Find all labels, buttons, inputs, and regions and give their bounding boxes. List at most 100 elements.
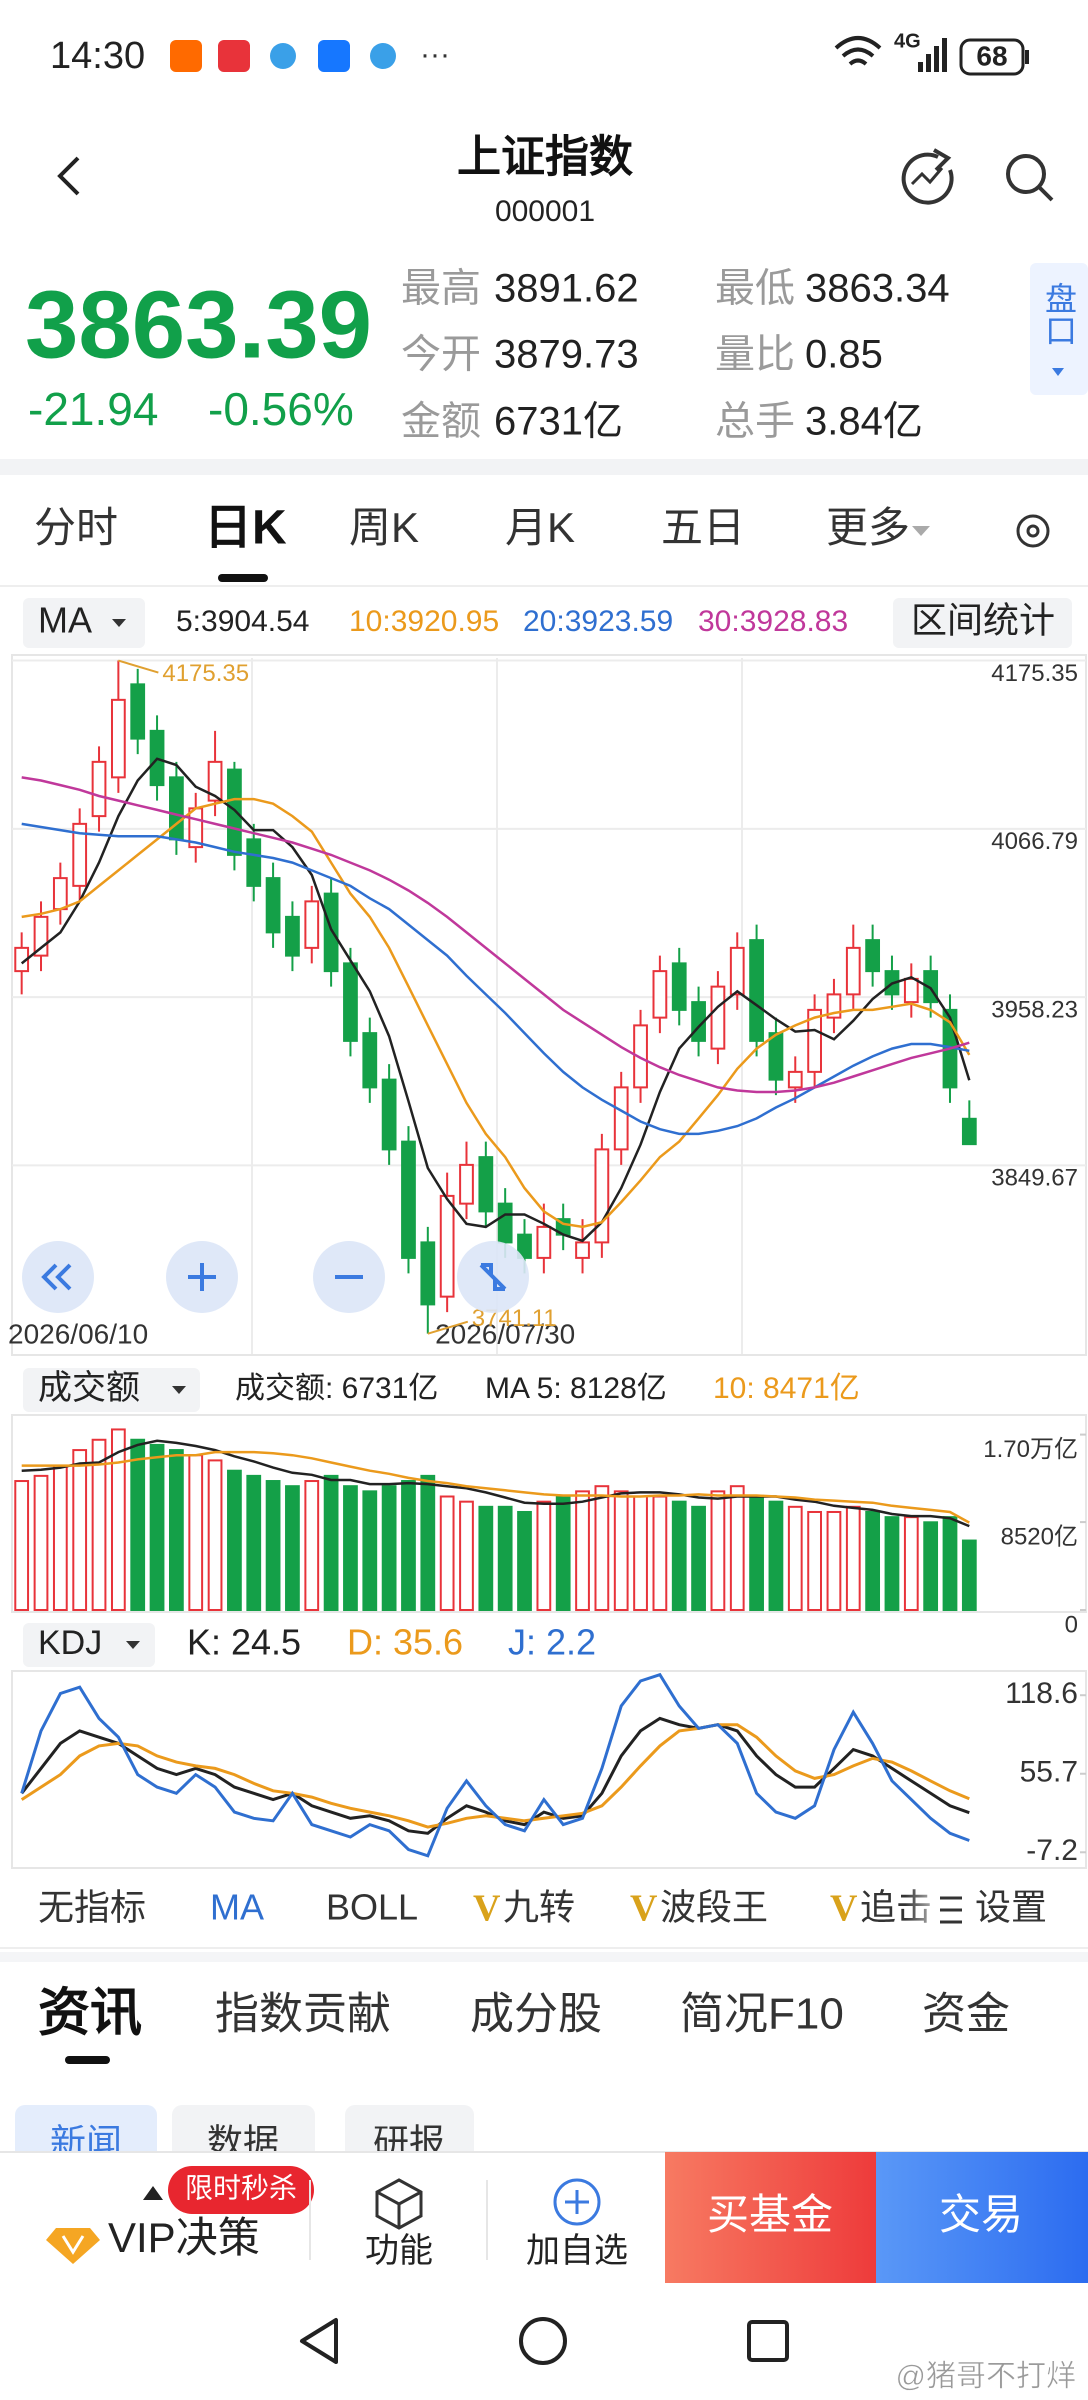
volume-bar: [14, 1480, 30, 1611]
add-watchlist-button[interactable]: 加自选: [526, 2232, 628, 2270]
dropdown-arrow: [172, 1386, 186, 1394]
period-tab[interactable]: 分时: [34, 504, 118, 551]
nav-back[interactable]: [300, 2318, 338, 2364]
separator: [0, 1952, 1088, 1962]
volume-bar: [169, 1449, 184, 1611]
y-tick-label: 8520亿: [1001, 1523, 1078, 1550]
settings-button[interactable]: 设置: [975, 1887, 1047, 1928]
candle-body: [729, 946, 745, 996]
candle-body: [381, 1078, 397, 1151]
settings-gear[interactable]: [1016, 514, 1050, 548]
watermark: @猪哥不打烊: [896, 2360, 1076, 2393]
candle-body: [807, 1008, 822, 1073]
y-tick-label: 118.6: [1005, 1677, 1078, 1710]
status-time: 14:30: [50, 35, 145, 77]
volume-frame: [11, 1414, 1087, 1613]
period-tab[interactable]: 周K: [349, 504, 419, 551]
zoom-icon: [479, 1263, 507, 1291]
section-tab[interactable]: 资讯: [38, 1985, 142, 2043]
charts: 4175.35 4066.79 3958.23 3849.67 2026/06/10 20…: [8, 605, 1086, 1867]
candle-body: [420, 1241, 436, 1306]
side-tab[interactable]: 盘口: [1041, 282, 1077, 346]
nav-recent[interactable]: [747, 2320, 789, 2362]
candle-body: [613, 1086, 629, 1151]
vip-v: [61, 2235, 85, 2255]
trade-bg[interactable]: [876, 2152, 1088, 2283]
section-tab[interactable]: 资金: [922, 1990, 1010, 2039]
vip-button[interactable]: VIP决策: [108, 2214, 260, 2261]
section-tab[interactable]: 指数贡献: [215, 1990, 391, 2039]
volume-bar: [285, 1485, 300, 1611]
indicator-tab[interactable]: MA: [210, 1887, 264, 1928]
candle-body: [652, 970, 668, 1019]
volume-selector-bg[interactable]: [23, 1368, 200, 1412]
indicator-tab[interactable]: 波段王: [660, 1887, 768, 1928]
period-tab[interactable]: 月K: [505, 504, 575, 551]
volume-bar: [923, 1521, 939, 1612]
volume-bar: [575, 1490, 590, 1612]
candle-body: [671, 962, 687, 1011]
candle-body: [110, 698, 126, 779]
dropdown-arrow: [112, 619, 126, 627]
max-label: 4175.35: [162, 660, 249, 687]
y-tick-label: 1.70万亿: [983, 1436, 1078, 1463]
volume-bar: [91, 1438, 107, 1612]
legend-entry: 30:3928.83: [698, 605, 848, 638]
side-tab-arrow: [1052, 368, 1064, 376]
volume-bar: [149, 1443, 165, 1612]
y-tick-label: 4175.35: [991, 660, 1078, 687]
volume-bar: [246, 1474, 262, 1612]
range-stats[interactable]: 区间统计: [911, 600, 1055, 641]
side-tab-bg[interactable]: [1030, 263, 1088, 395]
candle-body: [768, 1032, 784, 1081]
volume-bar: [130, 1438, 146, 1612]
ma-selector[interactable]: MA: [38, 600, 92, 641]
buy-fund-bg[interactable]: [665, 2152, 876, 2283]
period-tab[interactable]: 五日: [661, 504, 745, 551]
range-stats-bg[interactable]: [893, 598, 1072, 648]
indicator-tab[interactable]: BOLL: [326, 1887, 418, 1928]
stat-label: 金额: [401, 400, 481, 444]
y-tick-label: 55.7: [1020, 1756, 1078, 1789]
candle-body: [536, 1225, 552, 1259]
volume-bar: [323, 1474, 339, 1612]
volume-bar: [401, 1480, 416, 1611]
volume-selector[interactable]: 成交额: [38, 1369, 140, 1407]
period-tab[interactable]: 更多: [826, 504, 910, 551]
candle-body: [72, 822, 88, 887]
trade-button[interactable]: 交易: [939, 2191, 1023, 2238]
period-tab[interactable]: 日K: [204, 502, 287, 555]
stat-label: 量比: [715, 333, 795, 377]
kdj-selector[interactable]: KDJ: [38, 1624, 102, 1662]
kdj-selector-bg[interactable]: [23, 1623, 155, 1667]
volume-bar: [362, 1490, 378, 1612]
tab-underline: [218, 574, 268, 582]
candle-body: [961, 1117, 977, 1146]
volume-bar: [903, 1516, 919, 1611]
volume-bar: [517, 1510, 532, 1612]
volume-bar: [439, 1495, 455, 1611]
volume-bar: [52, 1464, 68, 1611]
buy-fund-button[interactable]: 买基金: [707, 2191, 833, 2238]
indicator-tab[interactable]: 无指标: [38, 1887, 146, 1928]
ma-selector-bg[interactable]: [23, 598, 145, 648]
stat-label: 今开: [401, 333, 481, 377]
indicator-line: [21, 822, 970, 1136]
volume-bar: [729, 1485, 745, 1611]
volume-value: 成交额: 6731亿: [235, 1372, 438, 1405]
separator: [0, 459, 1088, 475]
header-icons[interactable]: [57, 148, 1054, 205]
section-tab[interactable]: 简况F10: [680, 1990, 844, 2039]
indicator-tab[interactable]: 九转: [503, 1887, 575, 1928]
indicator-line: [21, 1439, 970, 1528]
candle-body: [459, 1163, 474, 1205]
function-button[interactable]: 功能: [365, 2232, 433, 2270]
min-leader: [427, 1320, 469, 1335]
volume-bar: [865, 1510, 881, 1612]
volume-bar: [72, 1449, 88, 1611]
section-tab[interactable]: 成分股: [470, 1990, 602, 2039]
function-icon: [375, 2178, 423, 2230]
nav-home[interactable]: [519, 2317, 567, 2365]
section-underline: [65, 2056, 110, 2064]
